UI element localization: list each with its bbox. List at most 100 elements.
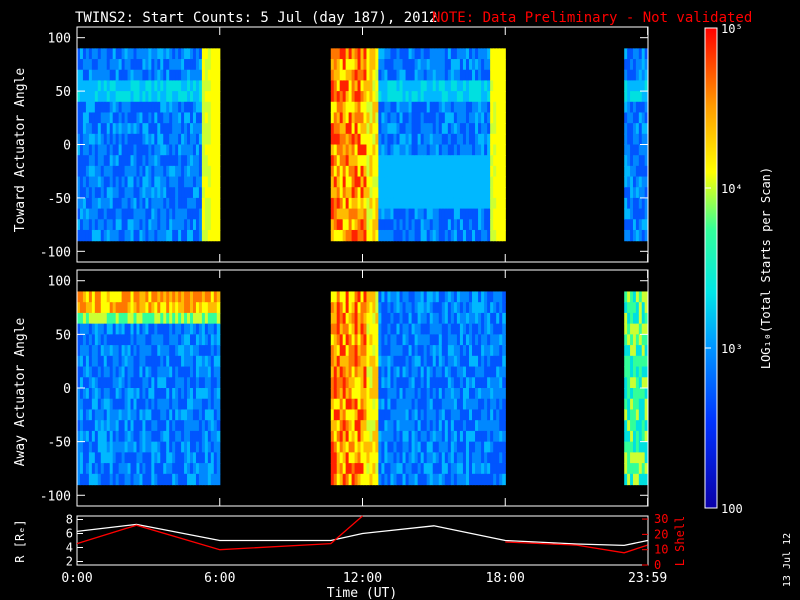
heatmap-cell [405,430,410,443]
heatmap-cell [130,91,135,103]
colorbar-label: LOG₁₀(Total Starts per Scan) [759,167,773,369]
heatmap-cell [181,112,185,124]
heatmap-cell [207,69,212,82]
heatmap-cell [408,312,413,325]
heatmap-cell [450,312,455,325]
heatmap-cell [172,144,176,156]
heatmap-cell [213,420,218,432]
heatmap-cell [399,112,404,124]
heatmap-cell [112,133,117,146]
heatmap-cell [184,409,188,421]
heatmap-cell [360,377,365,389]
heatmap-cell [175,388,179,400]
heatmap-cell [127,430,132,443]
heatmap-cell [411,165,416,178]
heatmap-cell [417,187,422,199]
heatmap-cell [414,80,419,92]
heatmap-cell [192,187,197,199]
heatmap-cell [375,48,379,60]
heatmap-cell [106,398,111,411]
heatmap-cell [375,101,379,114]
heatmap-cell [363,323,368,335]
heatmap-cell [142,420,147,432]
heatmap-cell [121,291,126,303]
heatmap-cell [351,229,356,242]
heatmap-cell [627,208,631,220]
heatmap-cell [82,165,87,178]
heatmap-cell [139,91,144,103]
heatmap-cell [160,112,164,124]
heatmap-cell [157,345,161,357]
heatmap-cell [184,291,188,303]
heatmap-cell [115,219,120,231]
heatmap-cell [411,409,416,421]
heatmap-cell [450,219,455,231]
heatmap-cell [624,197,628,210]
heatmap-cell [644,355,649,368]
heatmap-cell [472,398,476,411]
heatmap-cell [330,101,335,114]
heatmap-cell [163,473,167,486]
heatmap-cell [484,409,488,421]
heatmap-cell [402,398,407,411]
heatmap-cell [192,101,197,114]
heatmap-cell [363,398,368,411]
heatmap-cell [366,144,371,156]
heatmap-cell [408,398,413,411]
heatmap-cell [115,398,120,411]
heatmap-cell [414,323,419,335]
heatmap-cell [97,302,102,314]
heatmap-cell [201,208,206,220]
heatmap-cell [472,91,476,103]
heatmap-cell [481,101,485,114]
heatmap-cell [121,334,126,346]
heatmap-cell [627,345,631,357]
heatmap-cell [366,441,371,453]
heatmap-cell [100,165,105,178]
heatmap-cell [372,388,376,400]
heatmap-cell [198,430,203,443]
heatmap-cell [444,208,449,220]
heatmap-cell [339,463,344,475]
heatmap-cell [109,208,114,220]
heatmap-cell [481,302,485,314]
heatmap-cell [393,398,398,411]
heatmap-cell [644,208,649,220]
heatmap-cell [396,345,401,357]
heatmap-cell [475,420,479,432]
y-tick-label: 4 [66,541,73,555]
heatmap-cell [453,48,458,60]
heatmap-cell [184,112,188,124]
heatmap-cell [369,48,374,60]
heatmap-cell [163,155,167,167]
heatmap-cell [393,388,398,400]
heatmap-cell [496,345,500,357]
heatmap-cell [384,59,389,71]
heatmap-cell [438,123,443,135]
heatmap-cell [396,388,401,400]
heatmap-cell [201,355,206,368]
heatmap-cell [190,441,194,453]
heatmap-cell [490,302,494,314]
heatmap-cell [462,441,467,453]
heatmap-cell [478,208,482,220]
heatmap-cell [462,69,467,82]
heatmap-cell [210,430,215,443]
heatmap-cell [88,430,93,443]
heatmap-cell [450,197,455,210]
heatmap-cell [79,398,84,411]
heatmap-cell [210,219,215,231]
heatmap-cell [426,91,431,103]
heatmap-cell [139,398,144,411]
heatmap-cell [408,345,413,357]
heatmap-cell [160,176,164,188]
heatmap-cell [632,355,637,368]
heatmap-cell [638,398,643,411]
heatmap-cell [342,398,347,411]
heatmap-cell [459,420,464,432]
heatmap-cell [444,398,449,411]
heatmap-cell [336,291,341,303]
heatmap-cell [342,91,347,103]
heatmap-cell [624,473,628,486]
heatmap-cell [204,133,209,146]
